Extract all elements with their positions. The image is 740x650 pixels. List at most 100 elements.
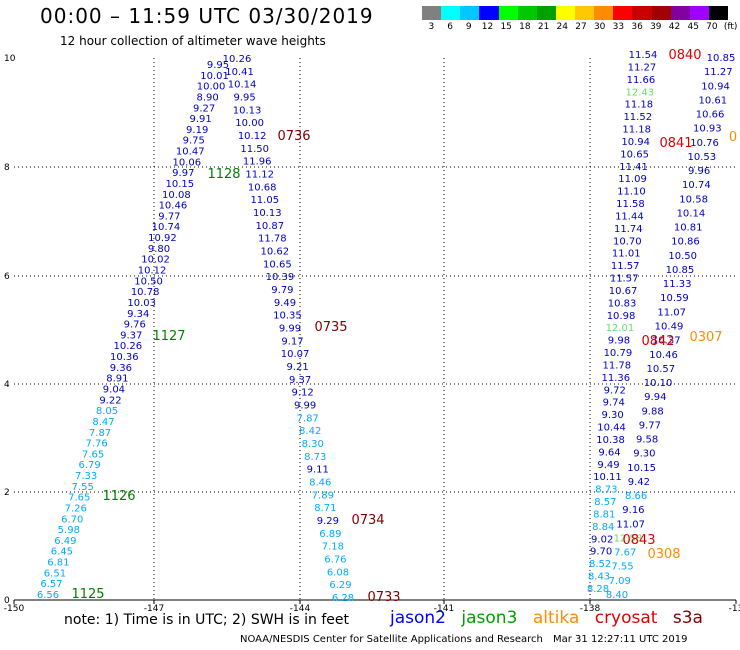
track1-value: 10.15 — [166, 179, 195, 190]
track1-value: 6.51 — [44, 568, 66, 579]
track1-value: 6.56 — [37, 590, 59, 601]
legend-label: 15 — [500, 22, 512, 32]
track4-value: 10.86 — [671, 237, 700, 248]
track2-value: 9.49 — [274, 298, 296, 309]
legend-swatch — [594, 6, 614, 20]
time-label: 0734 — [351, 513, 384, 528]
track4-value: 10.37 — [652, 336, 681, 347]
track1-value: 9.76 — [124, 320, 146, 331]
track4-value: 11.07 — [657, 307, 686, 318]
track3-value: 12.43 — [626, 87, 655, 98]
track1-value: 10.00 — [197, 82, 226, 93]
track2-value: 10.13 — [233, 105, 262, 116]
track3-value: 11.01 — [612, 249, 641, 260]
footer-timestamp: Mar 31 12:27:11 UTC 2019 — [553, 634, 688, 645]
track3-value: 11.09 — [618, 174, 647, 185]
legend-label: 42 — [668, 22, 681, 32]
legend-swatch — [575, 6, 595, 20]
track4-value: 10.85 — [666, 265, 695, 276]
track3-value: 8.73 — [595, 485, 617, 496]
track3-value: 11.66 — [627, 75, 656, 86]
track4-value: 10.49 — [655, 322, 684, 333]
track2-value: 11.05 — [250, 195, 279, 206]
time-label: 0840 — [668, 48, 701, 63]
track4-value: 10.58 — [679, 194, 708, 205]
track4-value: 9.77 — [639, 420, 661, 431]
track3-value: 11.18 — [622, 125, 651, 136]
track1-value: 8.47 — [92, 417, 114, 428]
sat-altika: altika — [532, 608, 580, 628]
track4-value: 9.16 — [622, 505, 644, 516]
track1-value: 10.47 — [176, 147, 205, 158]
track2-value: 6.89 — [319, 529, 341, 540]
track1-value: 7.65 — [68, 493, 90, 504]
track3-value: 11.44 — [615, 211, 644, 222]
satellite-key: jason2 jason3 altika cryosat s3a — [390, 608, 713, 628]
legend-label: 70 — [706, 22, 718, 32]
legend-label: 21 — [537, 22, 550, 32]
track2-value: 9.37 — [289, 375, 311, 386]
legend-swatch — [651, 6, 671, 20]
track3-value: 9.74 — [603, 398, 625, 409]
track3-value: 9.70 — [590, 547, 612, 558]
track4-value: 10.81 — [674, 223, 703, 234]
legend-swatch — [498, 6, 518, 20]
track2-value: 10.87 — [255, 221, 284, 232]
track3-value: 10.79 — [604, 348, 633, 359]
legend-swatch — [479, 6, 499, 20]
track1-value: 10.92 — [148, 233, 177, 244]
legend-swatch — [613, 6, 633, 20]
track1-value: 6.70 — [61, 514, 83, 525]
track3-value: 9.72 — [604, 385, 626, 396]
track4-value: 8.66 — [625, 491, 647, 502]
legend-label: 27 — [575, 22, 587, 32]
time-label: 1128 — [207, 167, 240, 182]
x-tick-label: -138 — [580, 604, 601, 614]
legend-swatch — [555, 6, 575, 20]
y-tick-label: 4 — [4, 380, 10, 390]
track3-value: 11.54 — [629, 50, 658, 61]
track3-value: 8.57 — [594, 497, 616, 508]
track3-value: 9.02 — [591, 534, 613, 545]
track1-value: 7.55 — [72, 482, 94, 493]
track1-value: 7.65 — [82, 449, 104, 460]
track1-value: 8.05 — [96, 406, 118, 417]
track1-value: 7.33 — [75, 471, 97, 482]
legend-swatch — [422, 6, 442, 20]
x-tick-label: -13 — [729, 604, 740, 614]
track3-value: 10.11 — [593, 472, 622, 483]
track2-value: 10.26 — [223, 54, 252, 65]
track4-value: 10.61 — [698, 95, 727, 106]
track1-value: 9.34 — [127, 309, 149, 320]
sat-jason3: jason3 — [461, 608, 518, 628]
track2-value: 11.78 — [258, 234, 287, 245]
color-legend — [422, 6, 728, 20]
track4-value: 9.30 — [633, 449, 655, 460]
x-tick-label: -150 — [4, 604, 25, 614]
track1-value: 10.36 — [110, 352, 139, 363]
track4-value: 9.42 — [628, 477, 650, 488]
track3-value: 9.64 — [598, 447, 620, 458]
legend-label: 6 — [447, 22, 453, 32]
legend-swatch — [689, 6, 709, 20]
track2-value: 6.76 — [324, 555, 346, 566]
track1-value: 10.78 — [131, 287, 160, 298]
track2-value: 11.96 — [243, 157, 272, 168]
time-label: 0735 — [314, 320, 347, 335]
track2-value: 7.89 — [312, 490, 334, 501]
track1-value: 10.74 — [152, 222, 181, 233]
track3-value: 11.78 — [603, 360, 632, 371]
track4-value: 7.09 — [609, 576, 631, 587]
x-tick-label: -144 — [290, 604, 311, 614]
track4-value: 10.74 — [682, 180, 711, 191]
track2-value: 10.14 — [228, 80, 257, 91]
time-label: 0307 — [689, 330, 722, 345]
track1-value: 9.80 — [148, 244, 170, 255]
track3-value: 11.18 — [624, 100, 653, 111]
time-label: 1127 — [152, 329, 185, 344]
track4-value: 9.96 — [688, 166, 710, 177]
track4-value: 10.85 — [707, 53, 736, 64]
track1-value: 9.95 — [207, 60, 229, 71]
track1-value: 7.76 — [85, 439, 107, 450]
track2-value: 10.62 — [261, 247, 290, 258]
